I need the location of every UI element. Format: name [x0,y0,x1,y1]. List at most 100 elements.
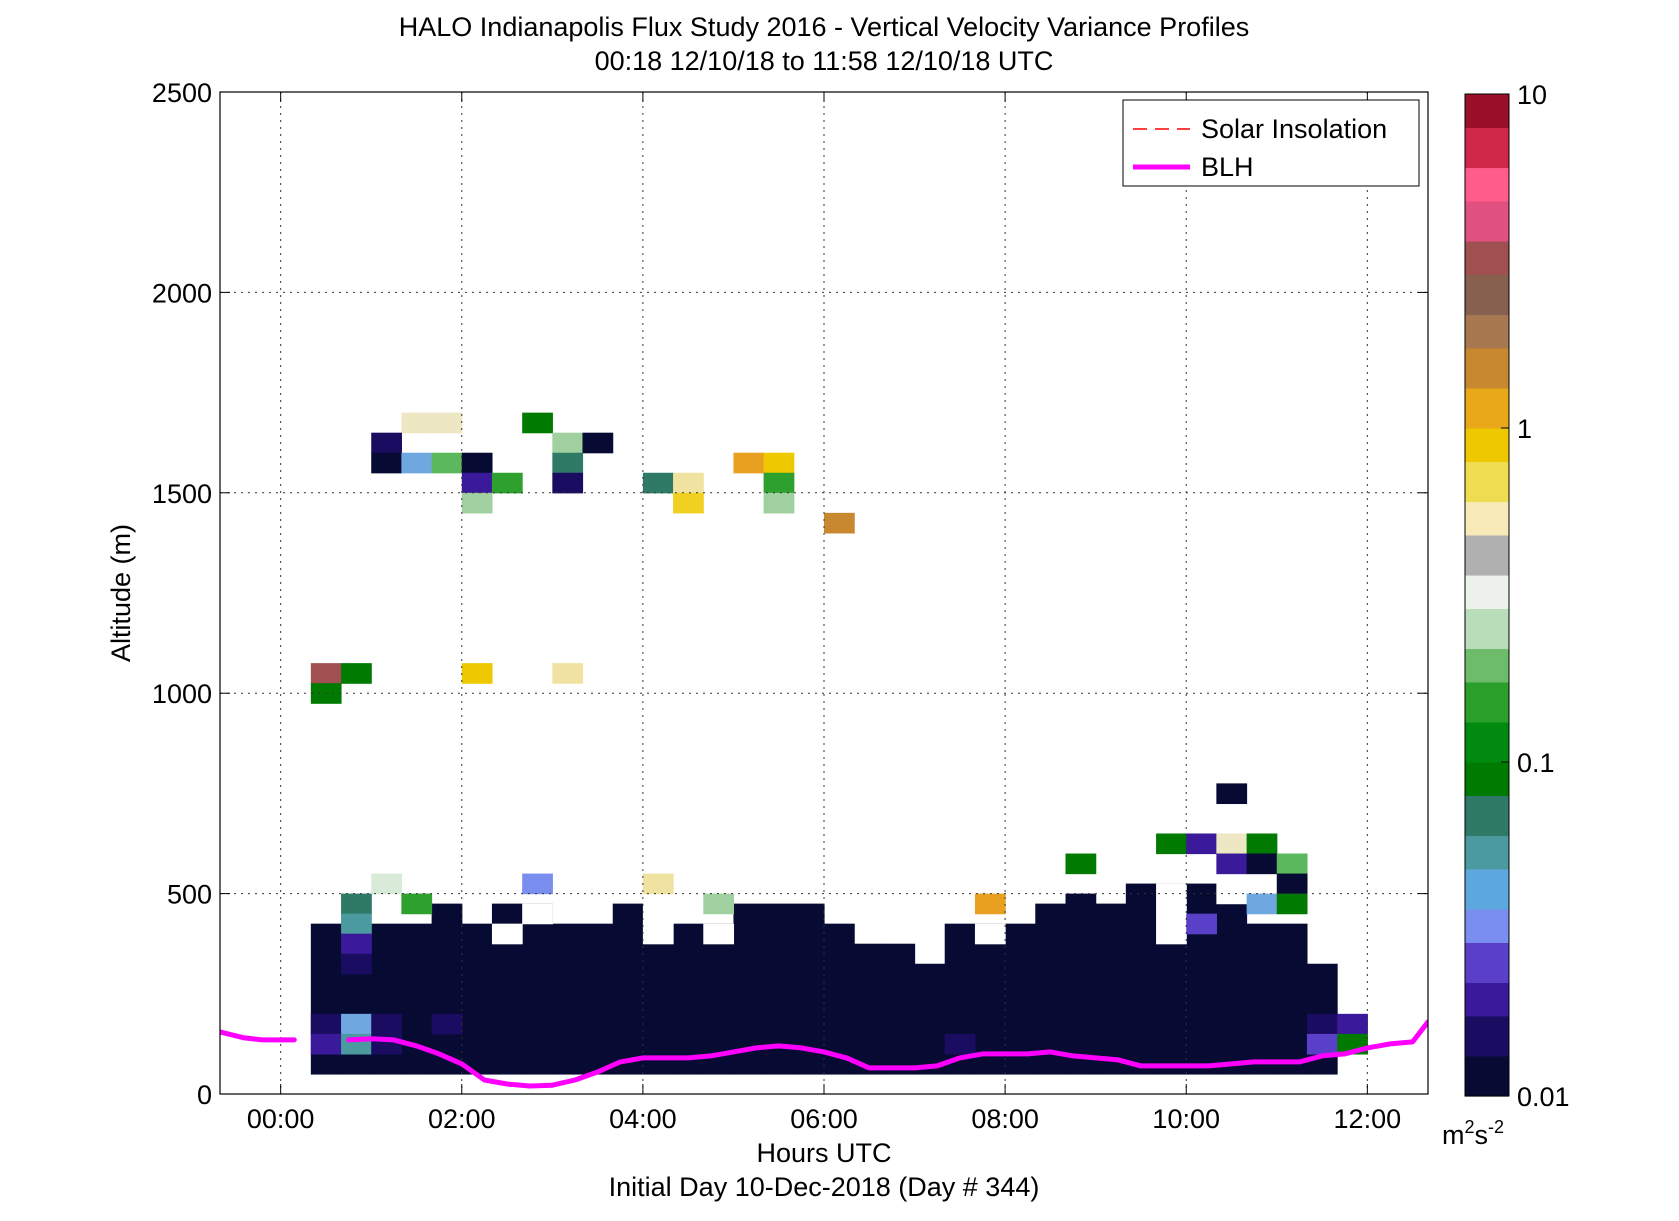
colorbar-band [1465,601,1509,609]
variance-column [1095,903,1127,1075]
colorbar-band [1465,180,1509,189]
colorbar-band [1465,274,1509,282]
variance-cell [341,933,372,955]
colorbar-band [1465,902,1509,910]
x-tick-label: 04:00 [609,1104,677,1134]
variance-cell [1065,893,1097,915]
variance-cell [461,472,493,494]
x-axis-label-secondary: Initial Day 10-Dec-2018 (Day # 344) [609,1172,1040,1202]
colorbar-band [1465,501,1509,509]
colorbar-band [1465,655,1509,663]
colorbar-band [1465,254,1509,262]
colorbar-band [1465,494,1509,503]
variance-cell [1156,833,1187,855]
variance-cell [703,893,735,915]
variance-cell [1337,1013,1368,1035]
variance-column [461,923,493,1075]
variance-cell [431,452,463,474]
colorbar-band [1465,321,1509,329]
data-gap-cell [974,923,1006,945]
colorbar-band [1465,815,1509,823]
colorbar-band [1465,554,1509,563]
colorbar-band [1465,735,1509,743]
x-axis: 00:00 02:00 04:00 06:00 08:00 10:00 12:00 [247,92,1401,1134]
colorbar-band [1465,247,1509,255]
colorbar-tick-label: 0.1 [1517,748,1555,778]
variance-column [1186,883,1217,1075]
colorbar-band [1465,287,1509,295]
colorbar-band [1465,942,1509,950]
variance-cell [341,893,372,915]
colorbar-unit-s: s [1475,1120,1489,1150]
colorbar-band [1465,822,1509,830]
colorbar-band [1465,908,1509,917]
colorbar-band [1465,882,1509,890]
variance-column [612,903,644,1075]
colorbar-band [1465,868,1509,877]
colorbar-band [1465,675,1509,683]
colorbar-band [1465,461,1509,469]
variance-column [914,963,946,1075]
x-tick-label: 12:00 [1334,1104,1402,1134]
colorbar-band [1465,421,1509,429]
colorbar-band [1465,701,1509,710]
colorbar-band [1465,174,1509,182]
colorbar-band [1465,120,1509,128]
colorbar-band [1465,681,1509,690]
legend-box [1122,99,1420,187]
legend-solar-label: Solar Insolation [1201,114,1387,144]
colorbar-gradient [1465,94,1509,1097]
colorbar-band [1465,922,1509,930]
colorbar-band [1465,929,1509,937]
variance-cell [552,452,584,474]
colorbar-band [1465,1009,1509,1017]
colorbar-band [1465,748,1509,756]
variance-cell [431,412,463,434]
variance-column [673,923,704,1075]
colorbar-band [1465,294,1509,302]
colorbar-band [1465,361,1509,369]
colorbar-band [1465,915,1509,923]
colorbar-band [1465,220,1509,229]
colorbar-band [1465,474,1509,483]
colorbar-band [1465,1042,1509,1050]
data-gap-cell [491,923,523,945]
colorbar-band [1465,661,1509,670]
variance-cell [371,432,402,454]
colorbar-band [1465,314,1509,322]
variance-cell [1306,1033,1338,1055]
colorbar-band [1465,240,1509,249]
colorbar-band [1465,227,1509,235]
colorbar-band [1465,888,1509,897]
colorbar-band [1465,775,1509,783]
colorbar-band [1465,394,1509,402]
variance-cell [1065,853,1097,875]
colorbar-band [1465,521,1509,529]
colorbar-band [1465,755,1509,763]
colorbar-band [1465,94,1509,102]
colorbar-band [1465,167,1509,175]
variance-cell [371,873,402,895]
variance-column [642,923,674,1075]
legend: Solar Insolation BLH [1122,99,1420,187]
data-gap-cell [522,903,553,925]
colorbar-band [1465,234,1509,242]
x-axis-label: Hours UTC [756,1138,891,1168]
variance-cell [431,1013,463,1035]
colorbar-band [1465,975,1509,984]
colorbar-band [1465,1055,1509,1064]
colorbar-band [1465,1089,1509,1097]
colorbar-band [1465,568,1509,576]
colorbar-band [1465,374,1509,382]
colorbar-band [1465,1075,1509,1084]
colorbar-band [1465,528,1509,536]
variance-cell [733,452,765,474]
y-tick-label: 1500 [152,479,212,509]
colorbar-band [1465,641,1509,650]
colorbar-band [1465,214,1509,222]
legend-blh-label: BLH [1201,152,1254,182]
colorbar-band [1465,855,1509,863]
colorbar-band [1465,127,1509,135]
